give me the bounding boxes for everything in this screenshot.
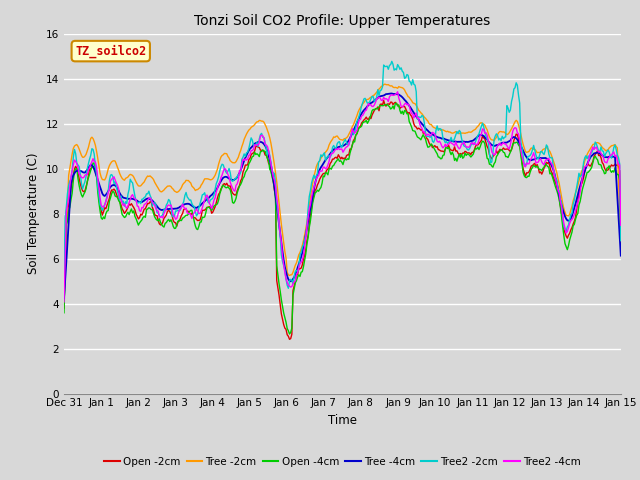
- Y-axis label: Soil Temperature (C): Soil Temperature (C): [28, 153, 40, 275]
- Title: Tonzi Soil CO2 Profile: Upper Temperatures: Tonzi Soil CO2 Profile: Upper Temperatur…: [195, 14, 490, 28]
- Text: TZ_soilco2: TZ_soilco2: [75, 44, 147, 58]
- Legend: Open -2cm, Tree -2cm, Open -4cm, Tree -4cm, Tree2 -2cm, Tree2 -4cm: Open -2cm, Tree -2cm, Open -4cm, Tree -4…: [100, 453, 585, 471]
- X-axis label: Time: Time: [328, 414, 357, 427]
